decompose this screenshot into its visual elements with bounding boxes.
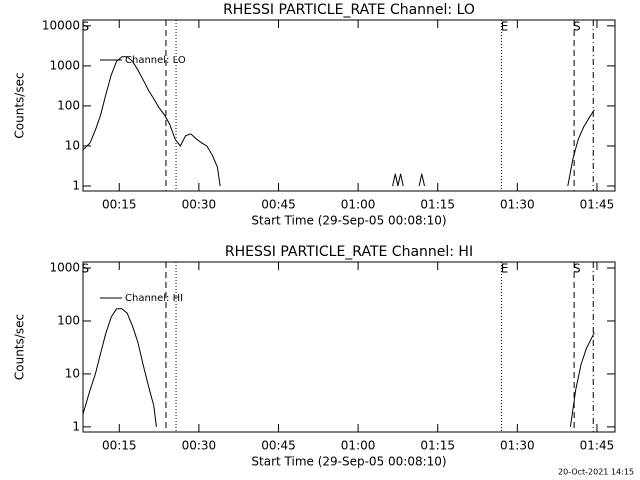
x-axis-label: Start Time (29-Sep-05 00:08:10) — [251, 214, 446, 228]
y-axis-label: Counts/sec — [13, 72, 27, 138]
x-tick-label: 01:45 — [580, 198, 615, 212]
x-tick-label: 01:00 — [341, 439, 376, 453]
y-tick-label: 1 — [72, 419, 80, 433]
legend-label: Channel: HI — [125, 293, 183, 304]
y-tick-label: 1000 — [49, 58, 80, 72]
x-tick-label: 01:00 — [341, 198, 376, 212]
footer-timestamp: 20-Oct-2021 14:15 — [558, 468, 634, 477]
data-line — [83, 308, 595, 427]
y-tick-label: 100 — [57, 313, 80, 327]
x-tick-label: 00:15 — [102, 198, 137, 212]
x-tick-label: 01:45 — [580, 439, 615, 453]
legend-label: Channel: LO — [125, 55, 186, 66]
y-tick-label: 1 — [72, 178, 80, 192]
plot-frame — [82, 261, 616, 433]
plot-frame — [82, 19, 616, 192]
marker-label: S — [573, 262, 581, 276]
chart-title: RHESSI PARTICLE_RATE Channel: HI — [225, 244, 473, 260]
data-line — [83, 56, 595, 187]
y-tick-label: 10 — [65, 366, 80, 380]
x-tick-label: 00:45 — [261, 198, 296, 212]
y-tick-label: 1000 — [49, 261, 80, 275]
y-tick-label: 10 — [65, 138, 80, 152]
marker-label: S — [573, 20, 581, 34]
x-tick-label: 00:30 — [182, 439, 217, 453]
x-tick-label: 00:15 — [102, 439, 137, 453]
marker-label: S — [81, 20, 89, 34]
marker-label: S — [81, 262, 89, 276]
x-tick-label: 01:30 — [500, 198, 535, 212]
x-tick-label: 01:15 — [420, 198, 455, 212]
x-tick-label: 00:30 — [182, 198, 217, 212]
marker-label: E — [501, 20, 509, 34]
y-tick-label: 100 — [57, 98, 80, 112]
x-tick-label: 01:15 — [420, 439, 455, 453]
x-axis-label: Start Time (29-Sep-05 00:08:10) — [251, 455, 446, 469]
x-tick-label: 00:45 — [261, 439, 296, 453]
marker-label: E — [501, 262, 509, 276]
y-axis-label: Counts/sec — [13, 314, 27, 380]
chart-title: RHESSI PARTICLE_RATE Channel: LO — [223, 2, 475, 18]
y-tick-label: 10000 — [42, 18, 80, 32]
x-tick-label: 01:30 — [500, 439, 535, 453]
